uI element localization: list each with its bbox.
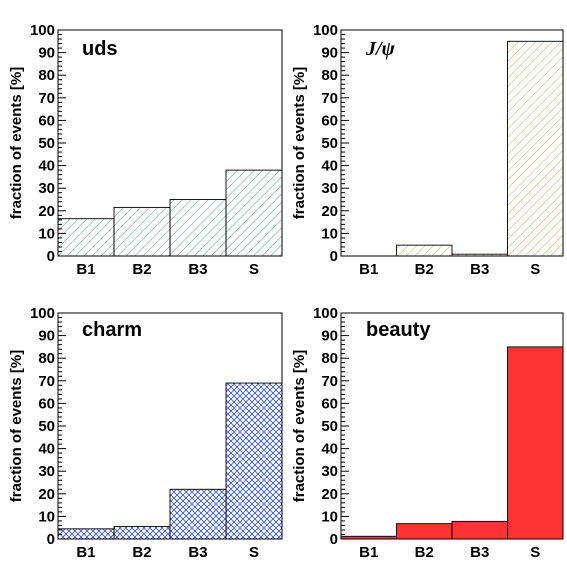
y-tick-label: 10 (38, 508, 55, 525)
y-axis-title: fraction of events [%] (8, 350, 25, 503)
x-tick-label: S (530, 261, 540, 278)
y-tick-label: 30 (321, 180, 338, 197)
bar-s (225, 382, 283, 540)
bar-s (225, 169, 283, 257)
y-tick-label: 80 (38, 350, 55, 367)
y-tick-label: 0 (330, 248, 338, 265)
y-tick-label: 80 (38, 67, 55, 84)
x-tick-label: S (530, 544, 540, 561)
y-tick-label: 90 (38, 45, 55, 62)
panel-title: uds (82, 38, 118, 60)
y-axis-title: fraction of events [%] (291, 350, 308, 503)
bar-b1 (57, 218, 115, 257)
y-tick-label: 70 (38, 373, 55, 390)
y-tick-label: 40 (321, 158, 338, 175)
x-tick-label: S (249, 261, 259, 278)
y-tick-label: 30 (321, 463, 338, 480)
y-tick-label: 80 (321, 350, 338, 367)
y-tick-label: 50 (321, 135, 338, 152)
y-tick-label: 30 (38, 463, 55, 480)
y-tick-label: 100 (30, 305, 55, 322)
x-tick-label: B2 (415, 544, 434, 561)
x-tick-label: B2 (415, 261, 434, 278)
y-tick-label: 50 (321, 418, 338, 435)
y-tick-label: 0 (47, 531, 55, 548)
y-tick-label: 20 (38, 203, 55, 220)
y-tick-label: 60 (38, 395, 55, 412)
bar-b2 (396, 523, 453, 540)
bar-b3 (169, 199, 227, 257)
x-tick-label: S (249, 544, 259, 561)
y-tick-label: 100 (30, 22, 55, 39)
bar-b1 (57, 528, 115, 540)
y-tick-label: 60 (321, 112, 338, 129)
y-tick-label: 90 (321, 328, 338, 345)
y-tick-label: 40 (321, 441, 338, 458)
x-tick-label: B3 (470, 544, 489, 561)
y-tick-label: 70 (38, 90, 55, 107)
y-tick-label: 60 (321, 395, 338, 412)
y-tick-label: 60 (38, 112, 55, 129)
y-tick-label: 50 (38, 135, 55, 152)
y-tick-label: 20 (321, 486, 338, 503)
y-tick-label: 100 (313, 22, 338, 39)
y-tick-label: 0 (330, 531, 338, 548)
y-tick-label: 70 (321, 90, 338, 107)
bar-b3 (451, 520, 508, 540)
x-tick-label: B3 (188, 261, 207, 278)
y-tick-label: 30 (38, 180, 55, 197)
x-tick-label: B1 (359, 261, 378, 278)
y-tick-label: 10 (321, 225, 338, 242)
panel-title: charm (82, 319, 142, 341)
x-tick-label: B3 (188, 544, 207, 561)
y-tick-label: 40 (38, 441, 55, 458)
bar-b2 (396, 244, 453, 257)
y-axis-title: fraction of events [%] (291, 67, 308, 220)
y-axis-title: fraction of events [%] (8, 67, 25, 220)
x-tick-label: B1 (76, 544, 95, 561)
x-tick-label: B3 (470, 261, 489, 278)
y-tick-label: 90 (321, 45, 338, 62)
y-tick-label: 100 (313, 305, 338, 322)
bar-b2 (113, 526, 171, 540)
bar-s (507, 346, 564, 540)
panel-title: beauty (366, 319, 431, 341)
x-tick-label: B2 (132, 261, 151, 278)
y-tick-label: 80 (321, 67, 338, 84)
y-tick-label: 0 (47, 248, 55, 265)
y-tick-label: 70 (321, 373, 338, 390)
x-tick-label: B2 (132, 544, 151, 561)
x-tick-label: B1 (76, 261, 95, 278)
y-tick-label: 10 (38, 225, 55, 242)
bar-b2 (113, 206, 171, 257)
y-tick-label: 90 (38, 328, 55, 345)
y-tick-label: 10 (321, 508, 338, 525)
y-tick-label: 20 (38, 486, 55, 503)
y-tick-label: 40 (38, 158, 55, 175)
bar-b3 (169, 488, 227, 540)
y-tick-label: 20 (321, 203, 338, 220)
bar-s (507, 40, 564, 257)
x-tick-label: B1 (359, 544, 378, 561)
panel-title: J/ψ (365, 38, 396, 60)
y-tick-label: 50 (38, 418, 55, 435)
